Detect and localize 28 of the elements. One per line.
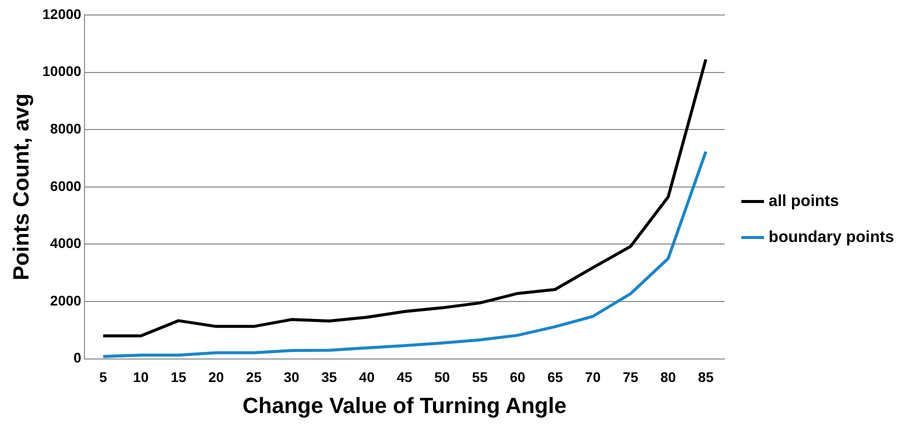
x-tick-label: 70 [585,369,601,386]
x-tick-label: 15 [170,369,186,386]
x-tick-label: 10 [133,369,149,386]
x-tick-label: 60 [510,369,526,386]
legend-label: boundary points [768,228,894,246]
y-tick-label: 6000 [50,178,82,194]
y-tick-label: 0 [74,350,82,366]
x-tick-label: 20 [208,369,224,386]
x-tick-label: 65 [547,369,564,386]
x-tick-label: 40 [359,369,375,386]
y-tick-label: 10000 [42,63,82,80]
x-tick-label: 45 [396,369,412,386]
x-tick-label: 55 [472,369,488,386]
y-tick-label: 2000 [50,292,82,308]
legend-label: all points [768,192,839,210]
x-axis-title: Change Value of Turning Angle [242,392,566,418]
y-tick-label: 4000 [50,235,82,252]
x-tick-label: 35 [321,369,338,386]
y-tick-label: 12000 [42,6,82,22]
x-tick-label: 50 [434,369,450,386]
y-axis-title: Points Count, avg [8,93,34,280]
x-tick-label: 25 [246,369,262,386]
x-tick-label: 75 [622,369,638,386]
x-tick-label: 30 [284,369,300,386]
x-tick-label: 85 [698,369,714,386]
x-tick-label: 80 [660,369,676,386]
x-tick-label: 5 [99,369,108,386]
y-tick-label: 8000 [50,120,82,136]
